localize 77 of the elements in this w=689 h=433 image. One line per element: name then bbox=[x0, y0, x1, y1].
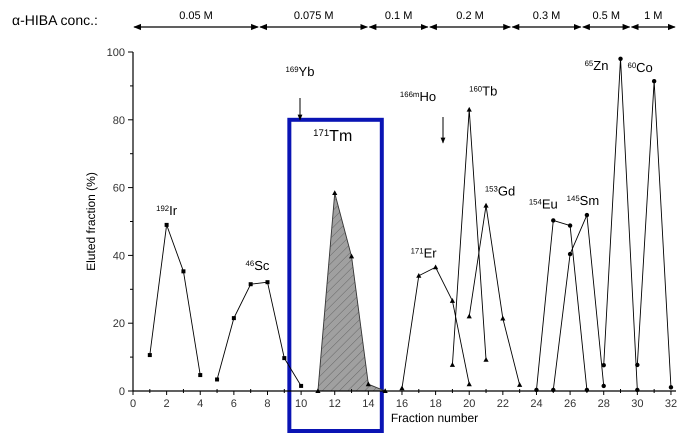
point bbox=[248, 282, 253, 286]
point bbox=[652, 78, 656, 84]
x-tick-label: 32 bbox=[664, 398, 678, 410]
x-tick-label: 2 bbox=[164, 398, 170, 410]
y-tick-label: 0 bbox=[118, 386, 125, 398]
point bbox=[517, 382, 522, 387]
x-tick-label: 4 bbox=[197, 398, 204, 410]
series-label: $^{160}$Tb bbox=[469, 84, 498, 99]
series-label: $^{60}$Co bbox=[627, 60, 653, 76]
y-tick-label: 80 bbox=[112, 114, 125, 127]
x-tick-label: 22 bbox=[496, 398, 509, 410]
point bbox=[181, 269, 186, 274]
series-label: $^{145}$Sm bbox=[566, 193, 600, 208]
point bbox=[602, 363, 606, 368]
annotation: $^{166m}$Ho bbox=[400, 89, 436, 104]
text: 0.1 M bbox=[384, 10, 412, 22]
point bbox=[466, 314, 472, 318]
x-tick-label: 10 bbox=[294, 398, 308, 410]
series-label: $^{65}$Zn bbox=[584, 58, 608, 73]
series-label: $^{153}$Gd bbox=[484, 184, 516, 199]
point bbox=[568, 252, 572, 256]
x-tick-label: 12 bbox=[328, 398, 341, 410]
point bbox=[282, 356, 286, 360]
x-axis-title: Fraction number bbox=[390, 411, 478, 425]
point bbox=[618, 56, 623, 61]
x-tick-label: 6 bbox=[230, 398, 237, 410]
x-tick-label: 14 bbox=[362, 398, 374, 410]
y-tick-label: 100 bbox=[106, 47, 125, 59]
text: 0.05 M bbox=[179, 10, 213, 22]
point bbox=[584, 212, 590, 218]
x-tick-label: 24 bbox=[530, 398, 543, 410]
y-axis-title: Eluted fraction (%) bbox=[84, 172, 98, 271]
point bbox=[602, 384, 606, 388]
text: 0.075 M bbox=[294, 10, 334, 22]
legend-label: $^{171}$Tm bbox=[313, 128, 352, 146]
point bbox=[450, 362, 456, 367]
point bbox=[265, 280, 270, 284]
x-tick-label: 16 bbox=[396, 398, 408, 410]
series-label: $^{46}$Sc bbox=[246, 258, 270, 274]
y-tick-label: 40 bbox=[112, 250, 125, 262]
point bbox=[164, 222, 169, 227]
point bbox=[299, 384, 304, 388]
x-tick-label: 30 bbox=[631, 398, 644, 410]
text: 0.5 M bbox=[592, 10, 620, 22]
point bbox=[399, 385, 405, 390]
series-label: $^{171}$Er bbox=[410, 245, 438, 260]
point bbox=[551, 218, 556, 223]
x-tick-label: 28 bbox=[598, 398, 610, 410]
text: α-HIBA conc.: bbox=[12, 12, 98, 28]
point bbox=[416, 272, 422, 278]
text: 1 M bbox=[644, 10, 662, 22]
point bbox=[568, 223, 572, 228]
x-tick-label: 26 bbox=[564, 398, 576, 410]
series-label: $^{154}$Eu bbox=[528, 196, 558, 212]
point bbox=[215, 377, 220, 382]
x-tick-label: 8 bbox=[264, 398, 271, 410]
point bbox=[232, 316, 236, 320]
y-tick-label: 60 bbox=[112, 182, 125, 195]
y-tick-label: 20 bbox=[112, 318, 125, 330]
point bbox=[668, 385, 674, 390]
point bbox=[500, 316, 506, 320]
point bbox=[483, 357, 489, 362]
point bbox=[466, 106, 472, 112]
x-tick-label: 18 bbox=[429, 398, 442, 410]
point bbox=[483, 202, 489, 208]
point bbox=[450, 298, 456, 303]
point bbox=[433, 264, 438, 270]
point bbox=[148, 353, 152, 358]
text: 0.3 M bbox=[532, 10, 560, 22]
x-tick-label: 20 bbox=[463, 398, 476, 410]
point bbox=[466, 381, 472, 386]
x-tick-label: 0 bbox=[130, 398, 136, 410]
text: 0.2 M bbox=[456, 10, 484, 22]
annotation: $^{169}$Yb bbox=[286, 64, 314, 79]
point bbox=[198, 373, 202, 378]
series-label: $^{192}$Ir bbox=[156, 202, 178, 218]
point bbox=[635, 362, 640, 368]
